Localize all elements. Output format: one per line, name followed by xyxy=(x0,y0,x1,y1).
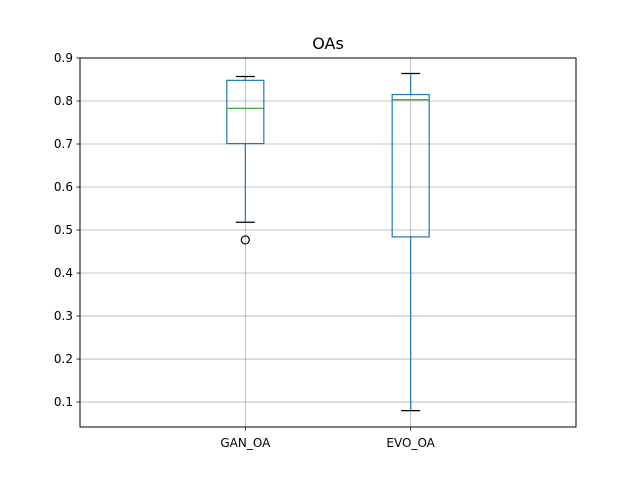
x-tick-label: EVO_OA xyxy=(386,436,435,450)
y-tick-label: 0.1 xyxy=(54,395,73,409)
outlier-point xyxy=(240,235,250,245)
y-tick-label: 0.7 xyxy=(54,137,73,151)
box xyxy=(226,79,265,145)
axes-frame xyxy=(79,57,577,428)
y-tick-label: 0.5 xyxy=(54,223,73,237)
y-tick-label: 0.3 xyxy=(54,309,73,323)
y-tick-label: 0.8 xyxy=(54,94,73,108)
box xyxy=(391,93,430,238)
plot-layer xyxy=(226,72,430,412)
y-tick-label: 0.4 xyxy=(54,266,73,280)
axis-layer: 0.1 0.2 0.3 0.4 0.5 0.6 0.7 0.8 0.9 GAN_OA EVO_OA xyxy=(54,51,577,450)
chart-title: OAs xyxy=(312,34,344,53)
y-tick-label: 0.9 xyxy=(54,51,73,65)
y-tick-label: 0.2 xyxy=(54,352,73,366)
x-tick-label: GAN_OA xyxy=(220,436,271,450)
y-tick-label: 0.6 xyxy=(54,180,73,194)
